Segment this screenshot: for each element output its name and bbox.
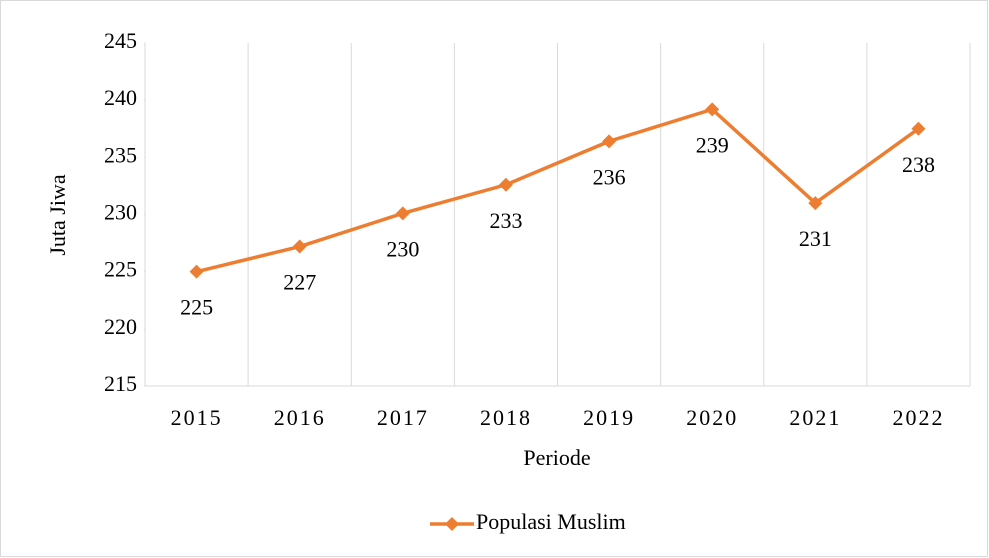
marker (292, 239, 307, 254)
x-axis-title: Periode (523, 445, 590, 470)
marker (705, 102, 720, 117)
data-label: 231 (799, 226, 832, 251)
data-label: 239 (696, 132, 729, 157)
x-tick-label: 2015 (171, 405, 223, 430)
data-label: 233 (489, 208, 522, 233)
line (196, 107, 920, 274)
data-label: 227 (283, 270, 316, 295)
marker (189, 264, 204, 279)
x-tick-label: 2020 (686, 405, 738, 430)
y-tick-label: 225 (104, 257, 137, 282)
x-tick-label: 2022 (892, 405, 944, 430)
y-tick-label: 235 (104, 142, 137, 167)
data-label: 230 (386, 236, 419, 261)
y-tick-label: 220 (104, 314, 137, 339)
marker (498, 177, 513, 192)
marker (602, 134, 617, 149)
marker (808, 196, 823, 211)
legend-marker (445, 517, 459, 531)
x-tick-label: 2016 (274, 405, 326, 430)
y-axis-title: Juta Jiwa (45, 174, 70, 256)
x-tick-label: 2019 (583, 405, 635, 430)
data-label: 225 (180, 295, 213, 320)
data-label: 236 (593, 164, 626, 189)
y-tick-label: 240 (104, 85, 137, 110)
x-tick-label: 2018 (480, 405, 532, 430)
marker (911, 121, 926, 136)
data-label: 238 (902, 152, 935, 177)
x-tick-label: 2021 (789, 405, 841, 430)
y-tick-label: 245 (104, 28, 137, 53)
x-tick-label: 2017 (377, 405, 429, 430)
marker (395, 206, 410, 221)
y-tick-label: 230 (104, 200, 137, 225)
y-tick-label: 215 (104, 371, 137, 396)
legend-label: Populasi Muslim (476, 509, 626, 534)
